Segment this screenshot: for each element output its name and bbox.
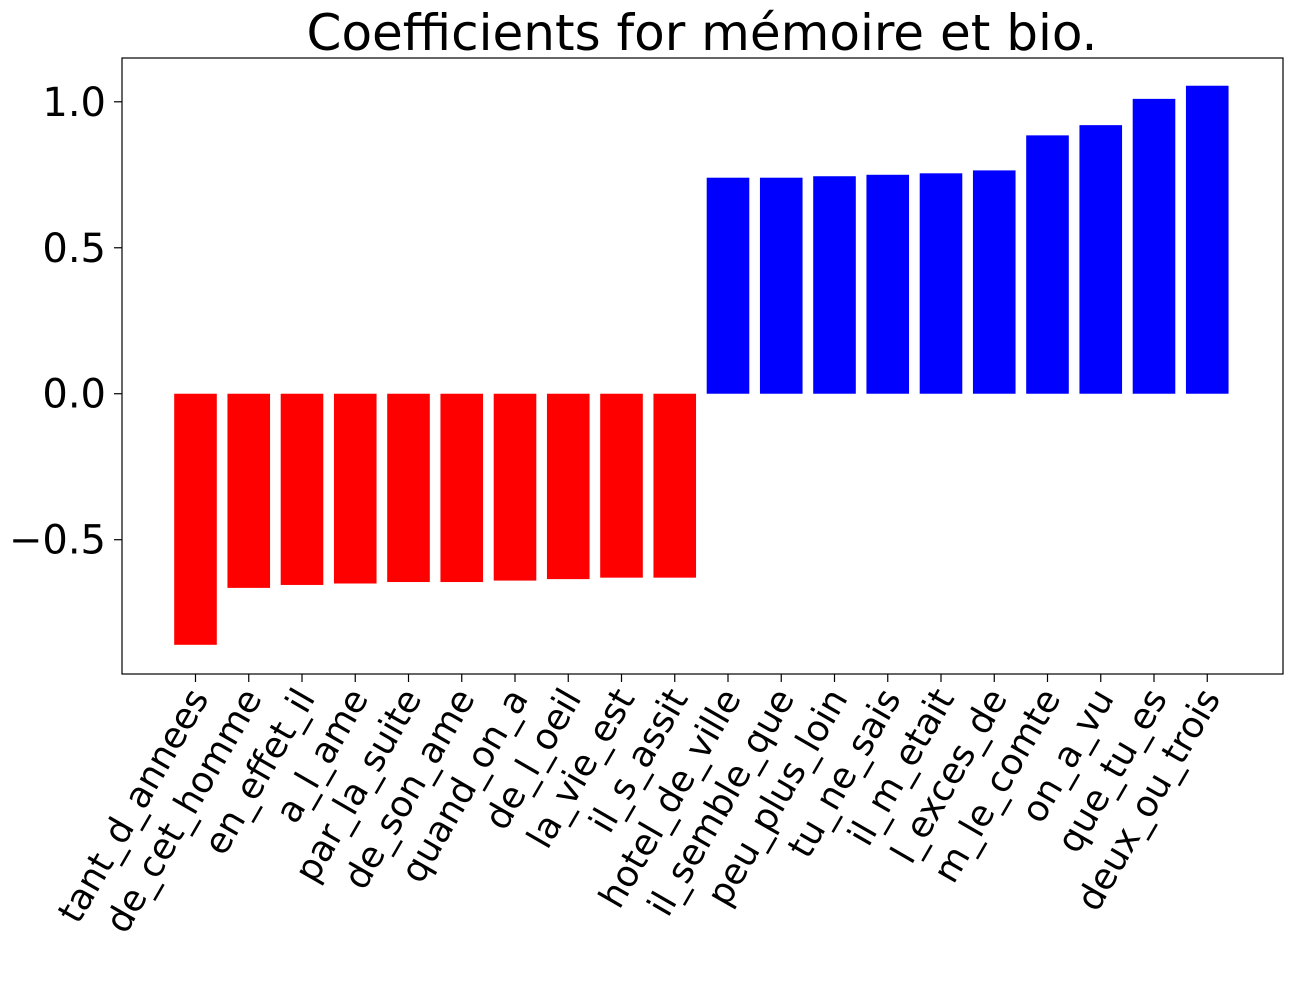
bar-par-la-suite	[387, 393, 430, 583]
bar-on-a-vu	[1079, 125, 1123, 394]
y-tick-label: 1.0	[42, 80, 106, 126]
bar-deux-ou-trois	[1185, 85, 1229, 394]
bar-m-le-comte	[1026, 135, 1069, 394]
y-tick-label: 0.5	[42, 226, 106, 272]
bar-tant-d-annees	[174, 393, 217, 645]
y-tick-label: 0.0	[42, 372, 106, 418]
bar-il-s-assit	[653, 393, 697, 578]
bar-peu-plus-loin	[813, 176, 856, 394]
bar-la-vie-est	[600, 393, 643, 578]
bar-hotel-de-ville	[706, 177, 750, 394]
bar-il-semble-que	[759, 177, 803, 394]
bar-de-cet-homme	[227, 393, 271, 588]
bar-a-l-ame	[333, 393, 377, 584]
bar-en-effet-il	[280, 393, 324, 585]
bar-de-l-oeil	[546, 393, 590, 580]
bar-que-tu-es	[1132, 98, 1176, 394]
bar-tu-ne-sais	[866, 174, 910, 394]
y-tick-label: −0.5	[9, 518, 106, 564]
plot-frame	[121, 57, 1284, 675]
y-axis: −0.5 0.0 0.5 1.0	[9, 80, 122, 564]
bar-de-son-ame	[440, 393, 484, 583]
bar-quand-on-a	[493, 393, 537, 581]
bar-il-m-etait	[919, 173, 963, 394]
chart-title: Coefficients for mémoire et bio.	[307, 4, 1098, 62]
bar-l-exces-de	[972, 170, 1016, 394]
x-axis: tant_d_anneesde_cet_hommeen_effet_ila_l_…	[50, 674, 1229, 940]
bars-group	[174, 85, 1229, 645]
